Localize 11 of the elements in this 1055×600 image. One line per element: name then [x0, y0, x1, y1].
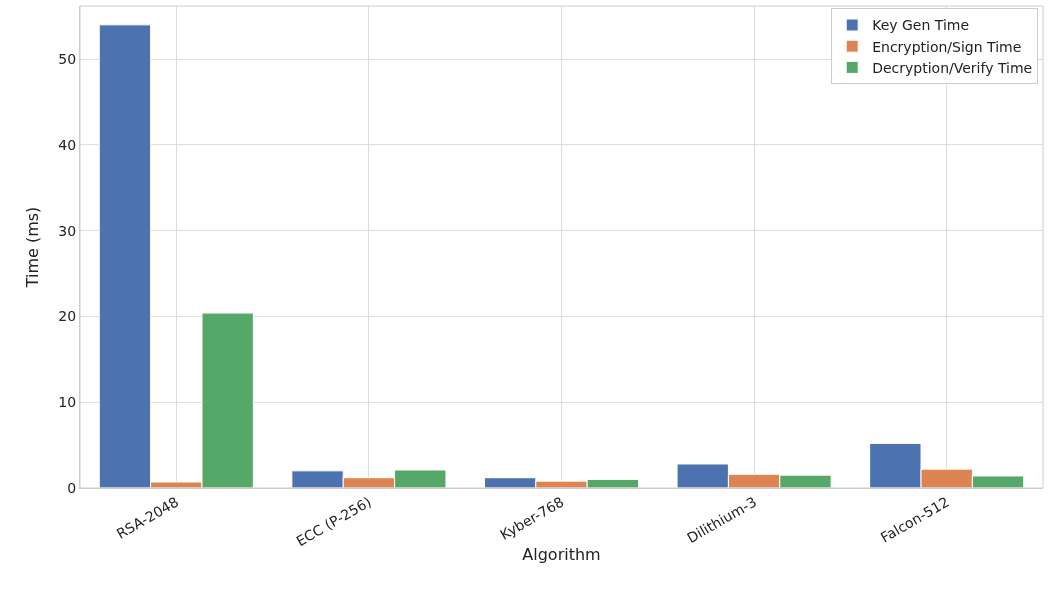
y-tick-label: 10 — [58, 394, 77, 411]
y-tick-label: 40 — [58, 136, 77, 153]
legend-label: Key Gen Time — [872, 17, 970, 34]
y-tick-label: 50 — [58, 51, 77, 68]
y-tick-label: 0 — [67, 479, 77, 496]
legend-label: Encryption/Sign Time — [872, 38, 1022, 55]
y-axis-title: Time (ms) — [23, 206, 42, 289]
y-tick-label: 20 — [58, 308, 77, 325]
legend-label: Decryption/Verify Time — [872, 59, 1033, 76]
y-tick-label: 30 — [58, 222, 77, 239]
x-axis-title: Algorithm — [522, 544, 601, 564]
